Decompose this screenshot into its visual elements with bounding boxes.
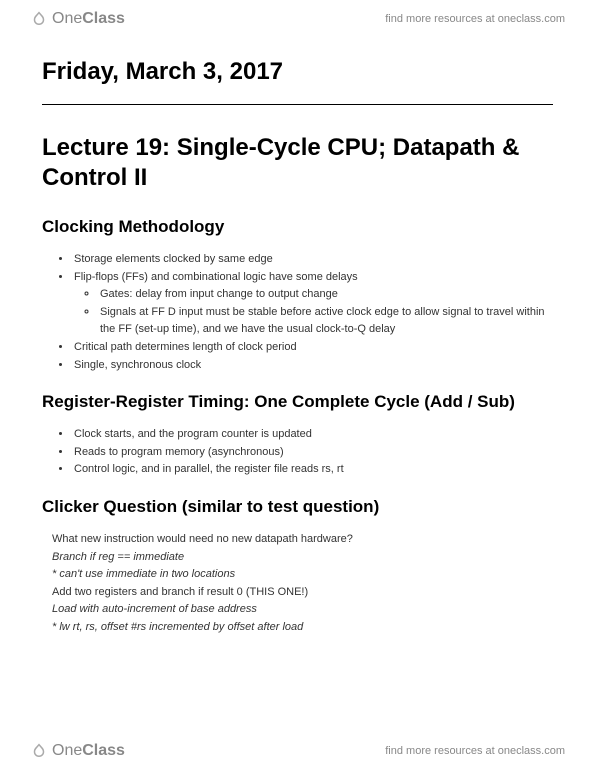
section-title-clicker: Clicker Question (similar to test questi… (42, 497, 553, 517)
page-footer: OneClass find more resources at oneclass… (0, 732, 595, 770)
clicker-content: What new instruction would need no new d… (42, 531, 553, 637)
nested-list: Gates: delay from input change to output… (74, 286, 553, 339)
clicker-line: * can't use immediate in two locations (42, 566, 553, 584)
list-item: Flip-flops (FFs) and combinational logic… (72, 269, 553, 339)
brand-name-part1: One (52, 10, 82, 28)
clicker-line: Load with auto-increment of base address (42, 601, 553, 619)
leaf-icon (30, 742, 48, 760)
list-item-text: Flip-flops (FFs) and combinational logic… (74, 271, 358, 283)
list-item: Critical path determines length of clock… (72, 339, 553, 357)
list-item: Reads to program memory (asynchronous) (72, 444, 553, 462)
brand-logo: OneClass (30, 10, 125, 28)
list-item: Storage elements clocked by same edge (72, 251, 553, 269)
list-item: Single, synchronous clock (72, 357, 553, 375)
clicker-line: Branch if reg == immediate (42, 549, 553, 567)
brand-name-part2: Class (82, 742, 125, 760)
footer-tagline[interactable]: find more resources at oneclass.com (385, 745, 565, 757)
list-item: Signals at FF D input must be stable bef… (98, 304, 553, 339)
brand-name-part1: One (52, 742, 82, 760)
page-header: OneClass find more resources at oneclass… (0, 0, 595, 38)
header-tagline[interactable]: find more resources at oneclass.com (385, 13, 565, 25)
list-item: Control logic, and in parallel, the regi… (72, 461, 553, 479)
lecture-title: Lecture 19: Single-Cycle CPU; Datapath &… (42, 133, 553, 193)
leaf-icon (30, 10, 48, 28)
clicker-line: What new instruction would need no new d… (42, 531, 553, 549)
document-content: Friday, March 3, 2017 Lecture 19: Single… (0, 38, 595, 647)
list-item: Gates: delay from input change to output… (98, 286, 553, 304)
clicker-line: Add two registers and branch if result 0… (42, 584, 553, 602)
brand-name-part2: Class (82, 10, 125, 28)
document-date: Friday, March 3, 2017 (42, 58, 553, 105)
brand-logo: OneClass (30, 742, 125, 760)
section-title-register-timing: Register-Register Timing: One Complete C… (42, 392, 553, 412)
clicker-line: * lw rt, rs, offset #rs incremented by o… (42, 619, 553, 637)
bullet-list: Storage elements clocked by same edge Fl… (42, 251, 553, 374)
bullet-list: Clock starts, and the program counter is… (42, 426, 553, 479)
list-item: Clock starts, and the program counter is… (72, 426, 553, 444)
section-title-clocking: Clocking Methodology (42, 217, 553, 237)
